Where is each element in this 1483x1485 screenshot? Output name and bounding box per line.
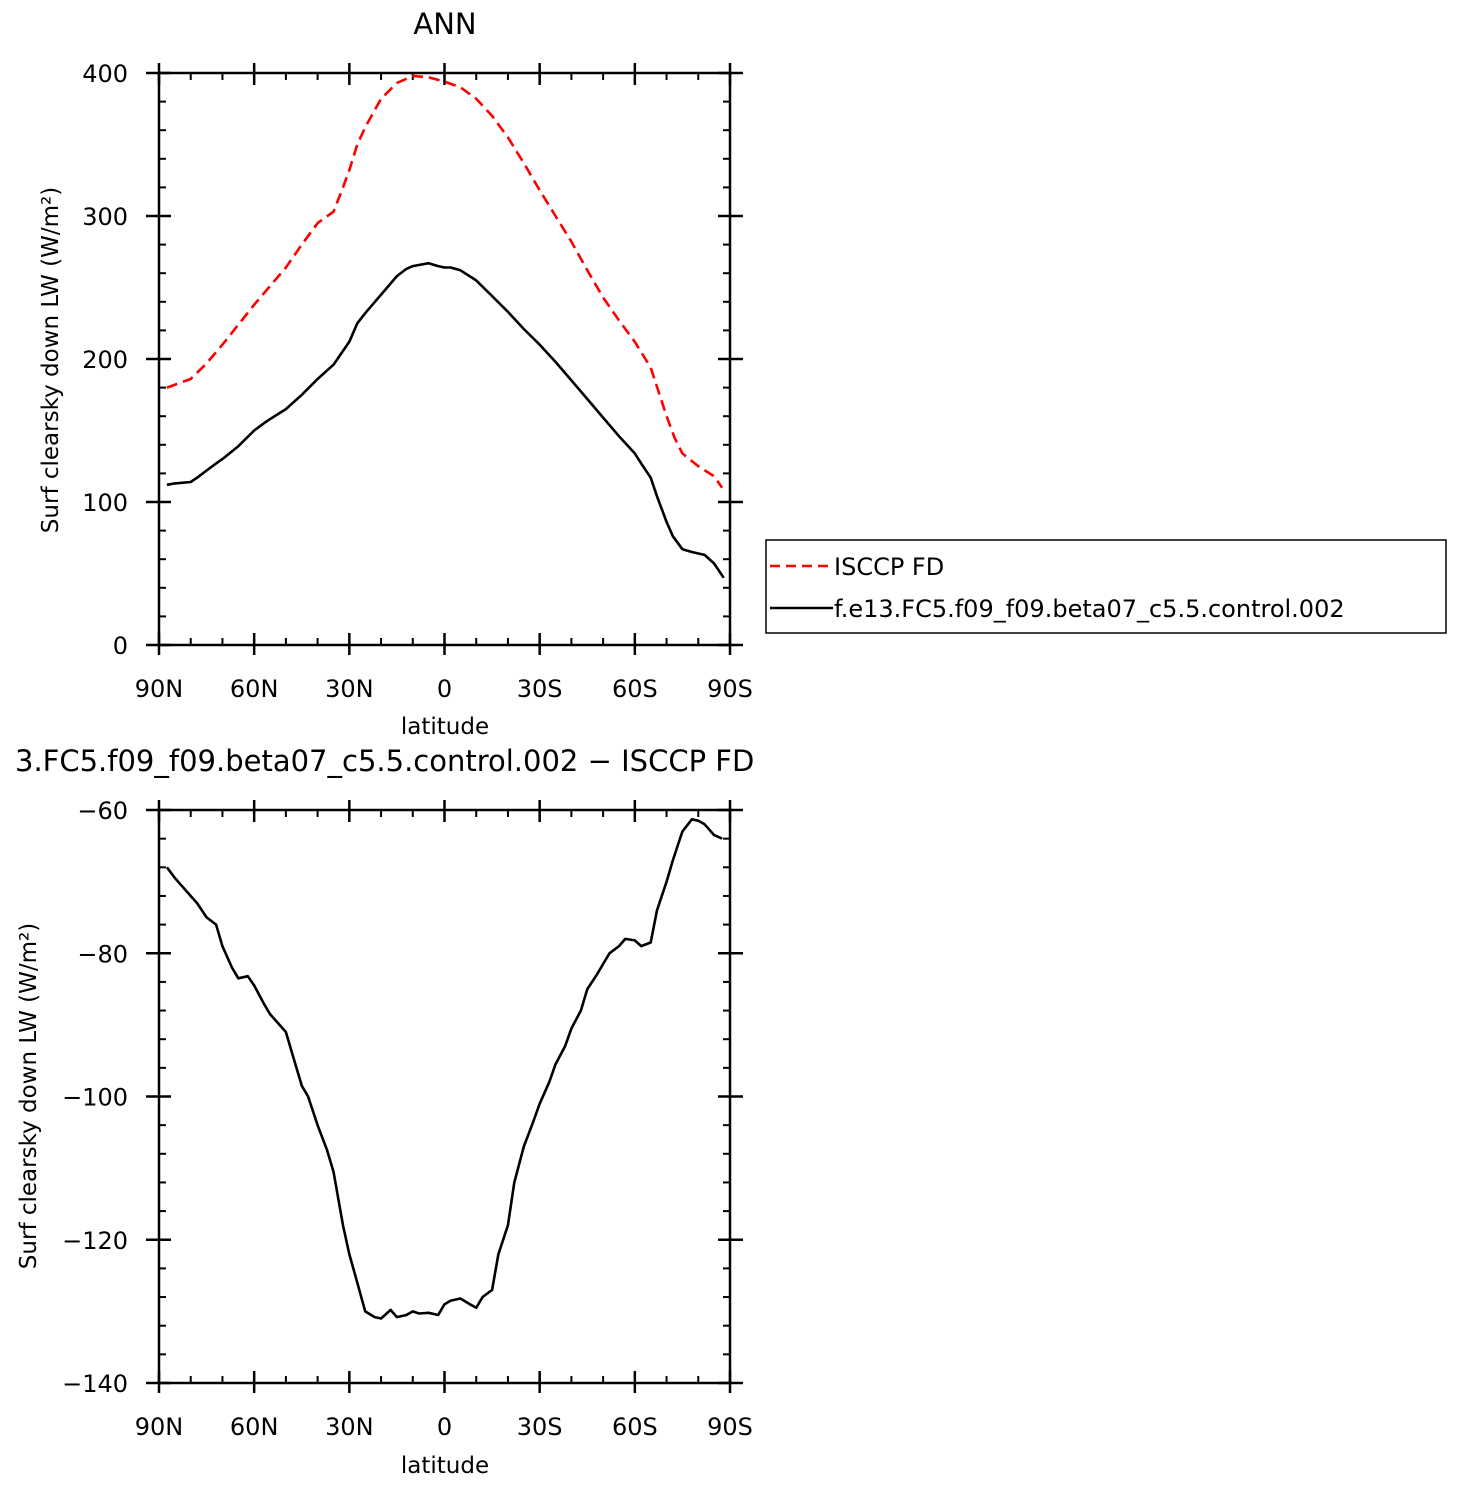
top-y-tick-label: 300: [82, 203, 128, 231]
bottom-x-tick-label: 90S: [707, 1413, 753, 1441]
bottom-x-tick-label: 90N: [135, 1413, 184, 1441]
bottom-plot-frame: [157, 808, 732, 1385]
legend-label-isccp: ISCCP FD: [834, 553, 944, 581]
bottom-minor-ticks: [159, 810, 730, 1383]
legend: ISCCP FD f.e13.FC5.f09_f09.beta07_c5.5.c…: [765, 539, 1447, 634]
top-chart-title: ANN: [413, 7, 476, 41]
bottom-y-tick-label: −140: [62, 1370, 128, 1398]
legend-label-model: f.e13.FC5.f09_f09.beta07_c5.5.control.00…: [834, 595, 1345, 623]
top-x-tick-label: 30N: [325, 675, 374, 703]
top-x-tick-label: 0: [437, 675, 452, 703]
top-y-axis-label: Surf clearsky down LW (W/m²): [38, 187, 64, 533]
bottom-y-tick-label: −100: [62, 1084, 128, 1112]
bottom-x-tick-label: 30S: [517, 1413, 563, 1441]
bottom-x-tick-labels: 90N 60N 30N 0 30S 60S 90S: [135, 1413, 753, 1441]
bottom-panel: 3.FC5.f09_f09.beta07_c5.5.control.002 − …: [15, 744, 754, 1479]
top-series-line-isccp-fd: [166, 74, 724, 489]
top-x-tick-label: 90S: [707, 675, 753, 703]
top-panel: ANN latitude Surf clearsky down LW (W/m²…: [38, 7, 753, 740]
top-x-axis-label: latitude: [401, 714, 489, 740]
bottom-x-tick-label: 30N: [325, 1413, 374, 1441]
bottom-x-tick-label: 60S: [612, 1413, 658, 1441]
top-x-tick-label: 60N: [230, 675, 279, 703]
top-plot-frame: [157, 71, 732, 647]
top-y-tick-label: 200: [82, 346, 128, 374]
bottom-y-tick-label: −60: [77, 797, 128, 825]
bottom-y-tick-labels: −140 −120 −100 −80 −60: [62, 797, 128, 1398]
bottom-chart-title: 3.FC5.f09_f09.beta07_c5.5.control.002 − …: [15, 744, 754, 778]
bottom-x-tick-label: 60N: [230, 1413, 279, 1441]
top-major-ticks: [146, 63, 743, 655]
top-x-tick-label: 60S: [612, 675, 658, 703]
bottom-series: [165, 817, 723, 1320]
bottom-series-line-difference: [165, 817, 723, 1320]
top-y-tick-label: 400: [82, 60, 128, 88]
top-y-tick-label: 0: [113, 632, 128, 660]
legend-box: [765, 539, 1447, 634]
bottom-x-axis-label: latitude: [401, 1453, 489, 1479]
top-y-tick-labels: 0 100 200 300 400: [82, 60, 128, 660]
bottom-y-axis-label: Surf clearsky down LW (W/m²): [16, 923, 42, 1269]
bottom-y-tick-label: −80: [77, 940, 128, 968]
top-x-tick-label: 30S: [517, 675, 563, 703]
top-y-tick-label: 100: [82, 489, 128, 517]
bottom-y-tick-label: −120: [62, 1227, 128, 1255]
top-x-tick-labels: 90N 60N 30N 0 30S 60S 90S: [135, 675, 753, 703]
top-x-tick-label: 90N: [135, 675, 184, 703]
top-series: [166, 74, 725, 579]
top-series-line-model: [166, 261, 725, 579]
bottom-x-tick-label: 0: [437, 1413, 452, 1441]
